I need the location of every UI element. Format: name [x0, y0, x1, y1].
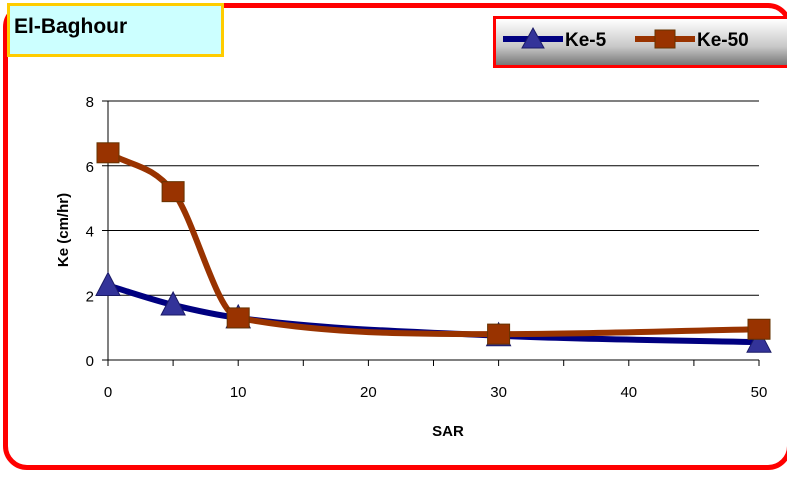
x-axis-label: SAR	[432, 423, 464, 440]
chart-title-box: El-Baghour	[7, 3, 224, 57]
point-ke-50-1	[161, 181, 185, 203]
legend-marker-ke-50	[654, 29, 676, 49]
legend: Ke-5 Ke-50	[493, 16, 787, 68]
chart-frame	[3, 3, 787, 470]
chart-title: El-Baghour	[14, 15, 128, 38]
legend-svg: Ke-5 Ke-50	[503, 26, 749, 51]
point-ke-50-4	[747, 318, 771, 340]
series-group	[95, 142, 772, 353]
point-ke-50-0	[96, 142, 120, 164]
y-tick-label-4: 8	[86, 94, 94, 111]
point-ke-5-4	[746, 328, 772, 353]
point-ke-5-1	[160, 290, 186, 316]
x-tick-label-4: 40	[620, 384, 637, 401]
x-tick-label-3: 30	[490, 384, 507, 401]
y-tick-label-3: 6	[86, 159, 94, 176]
x-tick-label-0: 0	[104, 384, 112, 401]
y-axis-label: Ke (cm/hr)	[55, 193, 72, 267]
axes	[102, 100, 760, 366]
legend-label-ke-50: Ke-50	[697, 30, 749, 51]
legend-label-ke-5: Ke-5	[565, 30, 607, 51]
tick-labels: 0 2 4 6 8 0 10 20 30 40 50	[86, 94, 768, 401]
x-tick-label-5: 50	[751, 384, 768, 401]
legend-marker-ke-5	[521, 26, 545, 49]
series-line-ke-50	[106, 150, 760, 338]
x-tick-label-1: 10	[230, 384, 247, 401]
y-tick-label-0: 0	[86, 353, 94, 370]
legend-item-ke-5: Ke-5	[503, 26, 607, 51]
point-ke-5-0	[95, 271, 121, 297]
point-ke-50-2	[226, 307, 250, 329]
legend-item-ke-50: Ke-50	[635, 29, 749, 51]
y-tick-label-1: 2	[86, 288, 94, 305]
x-tick-label-2: 20	[360, 384, 377, 401]
point-ke-50-3	[487, 323, 511, 345]
y-tick-label-2: 4	[86, 224, 94, 241]
